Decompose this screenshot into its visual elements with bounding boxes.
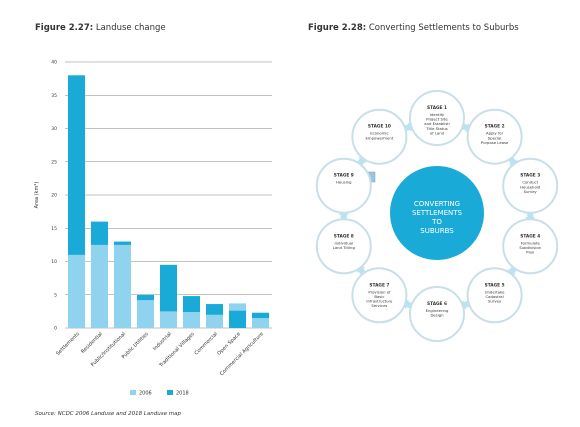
title: Landuse change — [96, 23, 166, 33]
stage-title: STAGE 9 — [334, 173, 354, 179]
stage-label: Housing — [336, 180, 352, 185]
stage-label: Economic Empowerment — [366, 131, 394, 141]
source: Source: NCDC 2006 Landuse and 2018 Landu… — [35, 411, 181, 417]
stage-label: Engineering Design — [426, 308, 449, 318]
stage-label: Individual Land Titling — [333, 240, 356, 250]
bar — [229, 310, 246, 328]
stage-node — [502, 157, 559, 214]
stage-node — [502, 218, 559, 275]
y-tick-label: 25 — [51, 159, 57, 165]
x-tick-label: Residential — [80, 331, 104, 355]
stage-node — [466, 108, 523, 165]
legend-label: 2018 — [176, 391, 189, 397]
stage-node — [351, 108, 408, 165]
bar — [137, 300, 154, 328]
y-axis-label: Area (km²) — [34, 182, 40, 209]
stage-label: Apply for Special Purpose Lease — [481, 131, 509, 145]
stage-title: STAGE 8 — [334, 233, 354, 239]
legend-swatch — [130, 390, 136, 395]
y-tick-label: 10 — [51, 259, 57, 265]
stage-title: STAGE 4 — [520, 233, 540, 239]
y-tick-label: 30 — [51, 126, 57, 132]
center-line: TO — [431, 218, 442, 226]
legend-swatch — [167, 390, 173, 395]
center-line: SETTLEMENTS — [412, 209, 463, 217]
stage-title: STAGE 6 — [427, 301, 447, 307]
stage-node — [466, 267, 523, 324]
figure-title: Figure 2.28: Converting Settlements to S… — [308, 23, 519, 33]
figure-label: Figure 2.27: — [35, 23, 93, 33]
y-tick-label: 0 — [54, 326, 57, 332]
bar — [183, 312, 200, 328]
bar — [252, 318, 269, 328]
figure-label: Figure 2.28: — [308, 23, 366, 33]
stage-label: Provision of Basic Infrastructure Services — [366, 289, 393, 308]
stage-title: STAGE 7 — [369, 282, 389, 288]
stage-label: Formulate Subdivision Plan — [519, 240, 541, 254]
stage-title: STAGE 5 — [485, 282, 505, 288]
y-tick-label: 20 — [51, 193, 57, 199]
x-tick-label: Settlements — [55, 331, 81, 357]
stage-node — [409, 286, 465, 342]
stage-node — [351, 267, 408, 324]
stage-label: Undertake Cadastral Survey — [485, 289, 505, 303]
bar — [206, 314, 223, 328]
stage-node — [315, 157, 372, 214]
bar — [114, 244, 131, 328]
figure-title: Figure 2.27: Landuse change — [35, 23, 166, 33]
y-tick-label: 40 — [51, 60, 57, 66]
x-tick-label: Commercial Agriculture — [219, 331, 265, 377]
stage-title: STAGE 3 — [520, 173, 540, 179]
bar — [91, 244, 108, 328]
stage-title: STAGE 1 — [427, 105, 447, 111]
center-line: SUBURBS — [420, 227, 454, 235]
bar — [160, 311, 177, 328]
legend-label: 2006 — [139, 391, 152, 397]
y-tick-label: 35 — [51, 93, 57, 99]
stage-title: STAGE 2 — [485, 124, 505, 130]
center-label: CONVERTING SETTLEMENTS TO SUBURBS — [412, 200, 463, 235]
center-line: CONVERTING — [414, 200, 460, 208]
stage-node — [409, 90, 465, 146]
stage-label: Conduct Household Survey — [520, 180, 541, 194]
center-circle — [390, 166, 484, 260]
x-tick-label: Industrial — [152, 331, 173, 352]
y-tick-label: 5 — [54, 292, 57, 298]
bar — [68, 254, 85, 328]
title: Converting Settlements to Suburbs — [369, 23, 519, 33]
stage-node — [315, 218, 372, 275]
stage-label: Identify Project Site and Establish Title S… — [424, 112, 450, 135]
stage-title: STAGE 10 — [368, 124, 391, 130]
y-tick-label: 15 — [51, 226, 57, 232]
x-tick-label: Commercial — [194, 331, 219, 356]
